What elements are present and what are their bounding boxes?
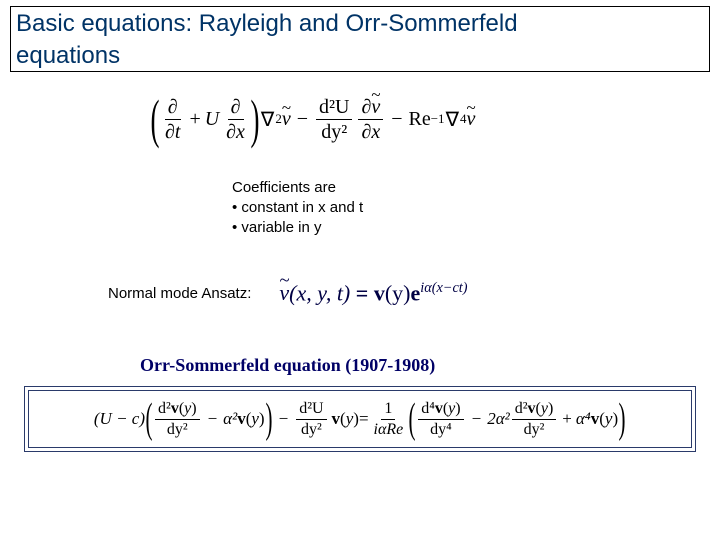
dtdt-den: ∂t [162,120,183,143]
os-d2U-den: dy² [298,420,325,439]
os-iaRe: iαRe [371,420,407,439]
Re-text: Re [409,108,431,131]
dtdt-num: ∂ [165,96,181,120]
d2U-num: d²U [316,96,352,120]
coeff-bullet-1: constant in x and t [232,198,363,218]
ansatz-lhs-v: v [279,280,289,305]
os-d2v-den2: dy² [521,420,548,439]
nabla2: ∇ [261,107,274,132]
coeff-heading: Coefficients are [232,178,363,198]
ansatz-label: Normal mode Ansatz: [108,285,251,302]
os-eq-sign: = [359,409,369,429]
orr-sommerfeld-title: Orr-Sommerfeld equation (1907-1908) [140,355,435,376]
v-tilde-2: v [466,108,475,131]
orr-sommerfeld-equation: (U − c) ( d²v(y) dy² − α²v(y) ) − d²U dy… [94,398,626,440]
v-tilde-1: v [282,108,291,131]
d2U-den: dy² [318,120,350,143]
ansatz-row: Normal mode Ansatz: v(x, y, t) = v(y)eiα… [108,280,468,306]
os-a4: α⁴ [576,409,591,429]
orr-sommerfeld-box: (U − c) ( d²v(y) dy² − α²v(y) ) − d²U dy… [24,386,696,452]
os-d2U-num: d²U [296,400,326,420]
dv-den: ∂x [358,120,383,143]
ansatz-rhs-v: v [374,280,385,305]
coef-U: U [205,108,219,131]
coefficients-note: Coefficients are constant in x and t var… [232,178,363,238]
ansatz-equation: v(x, y, t) = v(y)eiα(x−ct) [279,280,467,306]
nabla4: ∇ [446,107,459,132]
orr-sommerfeld-box-inner: (U − c) ( d²v(y) dy² − α²v(y) ) − d²U dy… [28,390,692,448]
os-d2v-den: dy² [164,420,191,439]
Re-sup: −1 [431,111,445,127]
slide-title: Basic equations: Rayleigh and Orr-Sommer… [16,8,518,72]
title-line2: equations [16,42,120,69]
ddx-den: ∂x [223,120,248,143]
coeff-bullet-2: variable in y [232,218,363,238]
os-a2-1: α² [223,409,237,429]
dv-num-v: v [371,96,380,118]
ddx-num: ∂ [228,96,244,120]
os-d4v-den: dy⁴ [427,420,455,439]
ansatz-eq-sign: = [356,280,374,305]
ansatz-lhs-args: (x, y, t) [289,280,350,305]
os-Uc: (U − c) [94,409,145,429]
os-one: 1 [381,400,395,420]
ansatz-exp: iα(x−ct) [420,280,467,296]
main-equation: ( ∂ ∂t + U ∂ ∂x ) ∇2 v − d²U dy² ∂v ∂x −… [150,92,510,146]
os-2a2: 2α² [487,409,510,429]
ansatz-e: e [410,280,420,305]
ansatz-rhs-args: (y) [385,280,411,305]
title-line1: Basic equations: Rayleigh and Orr-Sommer… [16,10,518,37]
